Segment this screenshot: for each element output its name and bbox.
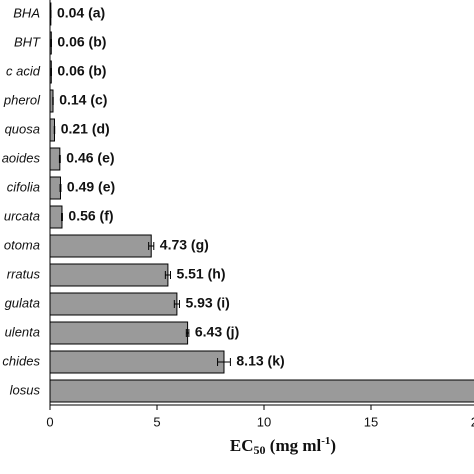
value-label: 6.43 (j): [195, 324, 239, 340]
y-tick-label: BHA: [13, 5, 40, 20]
value-label: 8.13 (k): [236, 353, 284, 369]
value-label: 0.46 (e): [66, 150, 114, 166]
bar: [49, 292, 178, 316]
value-label: 0.21 (d): [61, 121, 110, 137]
y-tick-label: gulata: [5, 295, 40, 310]
value-label: 0.49 (e): [67, 179, 115, 195]
error-bar: [185, 329, 190, 337]
bar: [49, 350, 225, 374]
bar: [49, 147, 61, 171]
bar: [49, 321, 189, 345]
error-bar: [164, 271, 171, 279]
value-label: 5.51 (h): [176, 266, 225, 282]
y-tick-label: otoma: [4, 237, 40, 252]
error-bar: [58, 155, 61, 163]
y-tick-label: rratus: [7, 266, 41, 281]
y-tick-label: aoides: [2, 150, 41, 165]
x-label-part: ): [330, 436, 336, 455]
y-tick-label: pherol: [3, 92, 41, 107]
y-tick-label: chides: [2, 353, 40, 368]
x-tick-label: 10: [257, 414, 271, 429]
y-tick-label: BHT: [14, 34, 41, 49]
bar: [49, 205, 63, 229]
bar: [49, 263, 169, 287]
bar: [49, 176, 61, 200]
value-label: 4.73 (g): [160, 237, 209, 253]
error-bar: [148, 242, 155, 250]
x-label-part: EC: [230, 436, 254, 455]
y-tick-label: quosa: [5, 121, 40, 136]
bar: [49, 234, 152, 258]
x-label-sup: -1: [321, 435, 330, 447]
x-axis-label: EC50 (mg ml-1): [230, 435, 336, 457]
bar: [49, 379, 474, 403]
value-label: 0.06 (b): [57, 63, 106, 79]
x-label-sub: 50: [254, 443, 266, 457]
y-tick-label: ulenta: [5, 324, 40, 339]
x-tick-label: 0: [46, 414, 53, 429]
y-tick-label: urcata: [4, 208, 40, 223]
x-tick-label: 15: [364, 414, 378, 429]
x-tick-label: 20: [471, 414, 474, 429]
value-label: 0.56 (f): [68, 208, 113, 224]
error-bar: [173, 300, 180, 308]
y-tick-label: losus: [10, 382, 41, 397]
y-tick-label: cifolia: [7, 179, 40, 194]
error-bar: [61, 213, 63, 221]
error-bar: [59, 184, 62, 192]
x-tick-label: 5: [153, 414, 160, 429]
y-tick-label: c acid: [6, 63, 41, 78]
value-label: 5.93 (i): [185, 295, 229, 311]
value-label: 0.04 (a): [57, 5, 105, 21]
error-bar: [217, 358, 231, 366]
value-label: 0.14 (c): [59, 92, 107, 108]
x-label-part: (mg ml: [266, 436, 322, 455]
value-label: 0.06 (b): [57, 34, 106, 50]
